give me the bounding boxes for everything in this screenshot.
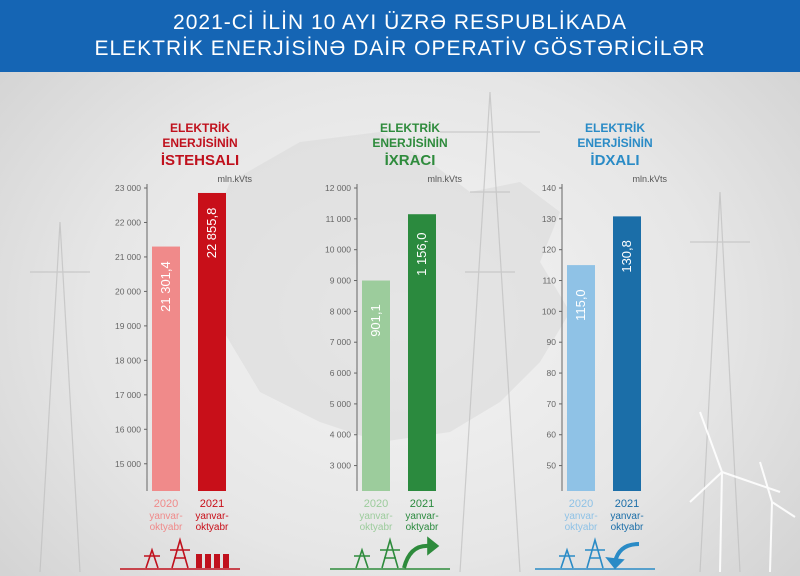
y-tick-label: 11 000: [326, 214, 352, 224]
power-tower-import-icon: [535, 537, 655, 570]
export-title-line3: İXRACI: [384, 152, 436, 169]
bar-2021: [408, 214, 436, 491]
unit-label: mln.kVts: [217, 174, 252, 184]
bar-value-label: 22 855,8: [204, 208, 219, 259]
power-tower-factory-icon: [120, 537, 240, 570]
x-period-label: oktyabr: [196, 522, 229, 533]
bar-2020: [152, 246, 180, 491]
y-tick-label: 60: [547, 430, 557, 440]
x-period-label: yanvar-: [149, 511, 182, 522]
y-tick-label: 22 000: [115, 217, 141, 227]
x-period-label: yanvar-: [564, 511, 597, 522]
y-tick-label: 120: [542, 245, 556, 255]
y-tick-label: 23 000: [115, 183, 141, 193]
export-title-line2: ENERJİSİNİN: [372, 136, 448, 150]
y-tick-label: 110: [542, 276, 556, 286]
x-period-label: yanvar-: [359, 511, 392, 522]
y-tick-label: 50: [547, 461, 557, 471]
y-tick-label: 18 000: [115, 355, 141, 365]
y-tick-label: 19 000: [115, 321, 141, 331]
bar-value-label: 115,0: [573, 289, 588, 321]
x-category-label: 2020: [364, 498, 388, 510]
import-title-line3: İDXALI: [590, 152, 640, 169]
header-title-line1: 2021-Cİ İLİN 10 AYI ÜZRƏ RESPUBLİKADA: [173, 11, 627, 34]
y-tick-label: 6 000: [330, 368, 352, 378]
y-tick-label: 21 000: [115, 252, 141, 262]
x-category-label: 2020: [154, 498, 178, 510]
power-tower-export-icon: [330, 536, 450, 570]
bar-2020: [567, 265, 595, 491]
unit-label: mln.kVts: [632, 174, 667, 184]
y-tick-label: 16 000: [115, 424, 141, 434]
bar-value-label: 901,1: [368, 304, 383, 337]
y-tick-label: 80: [547, 368, 557, 378]
y-tick-label: 15 000: [115, 459, 141, 469]
production-title-line3: İSTEHSALI: [160, 152, 240, 169]
y-tick-label: 10 000: [325, 245, 351, 255]
x-period-label: oktyabr: [565, 522, 598, 533]
production-chart: mln.kVts 15 000 16 000 17 000 18 000 19 000 20…: [115, 174, 252, 570]
y-tick-label: 20 000: [115, 286, 141, 296]
production-title-line1: ELEKTRİK: [170, 121, 230, 135]
y-tick-label: 12 000: [325, 183, 351, 193]
x-period-label: oktyabr: [150, 522, 183, 533]
bar-value-label: 130,8: [619, 240, 634, 273]
y-tick-label: 3 000: [330, 461, 352, 471]
x-category-label: 2020: [569, 498, 593, 510]
x-period-label: yanvar-: [405, 511, 438, 522]
y-tick-label: 70: [547, 399, 557, 409]
x-category-label: 2021: [410, 498, 434, 510]
bar-2021: [613, 216, 641, 491]
bar-2020: [362, 280, 390, 491]
y-tick-label: 4 000: [330, 430, 352, 440]
header-banner: 2021-Cİ İLİN 10 AYI ÜZRƏ RESPUBLİKADA EL…: [0, 0, 800, 72]
y-tick-label: 17 000: [115, 390, 141, 400]
y-tick-label: 8 000: [330, 306, 352, 316]
y-tick-label: 90: [547, 337, 557, 347]
import-chart: mln.kVts 50 60 70 80 90 100 110 120 130 140 115,0 13…: [535, 174, 667, 570]
export-panel: ELEKTRİK ENERJİSİNİN İXRACI mln.kVts 3 00…: [310, 116, 510, 576]
export-title-line1: ELEKTRİK: [380, 121, 440, 135]
x-period-label: oktyabr: [360, 522, 393, 533]
bar-2021: [198, 192, 226, 492]
y-tick-label: 7 000: [330, 337, 352, 347]
header-title-line2: ELEKTRİK ENERJİSİNƏ DAİR OPERATİV GÖSTƏR…: [94, 37, 706, 60]
import-panel: ELEKTRİK ENERJİSİNİN İDXALI mln.kVts 50 60…: [515, 116, 715, 576]
x-category-label: 2021: [200, 498, 224, 510]
import-title-line1: ELEKTRİK: [585, 121, 645, 135]
y-tick-label: 140: [542, 183, 556, 193]
y-tick-label: 100: [542, 306, 556, 316]
x-period-label: oktyabr: [611, 522, 644, 533]
production-panel: ELEKTRİK ENERJİSİNİN İSTEHSALI mln.kVts 1…: [100, 116, 300, 576]
y-tick-label: 9 000: [330, 276, 352, 286]
bar-value-label: 21 301,4: [158, 261, 173, 312]
wind-turbines: [689, 411, 796, 573]
x-period-label: oktyabr: [406, 522, 439, 533]
production-title-line2: ENERJİSİNİN: [162, 136, 238, 150]
unit-label: mln.kVts: [427, 174, 462, 184]
bar-value-label: 1 156,0: [414, 233, 429, 276]
pylon-outlines: [30, 91, 750, 573]
y-tick-label: 130: [542, 214, 556, 224]
x-period-label: yanvar-: [195, 511, 228, 522]
x-period-label: yanvar-: [610, 511, 643, 522]
y-tick-label: 5 000: [330, 399, 352, 409]
import-title-line2: ENERJİSİNİN: [577, 136, 653, 150]
export-chart: mln.kVts 3 000 4 000 5 000 6 000 7 000 8 000 9 …: [325, 174, 462, 570]
x-category-label: 2021: [615, 498, 639, 510]
